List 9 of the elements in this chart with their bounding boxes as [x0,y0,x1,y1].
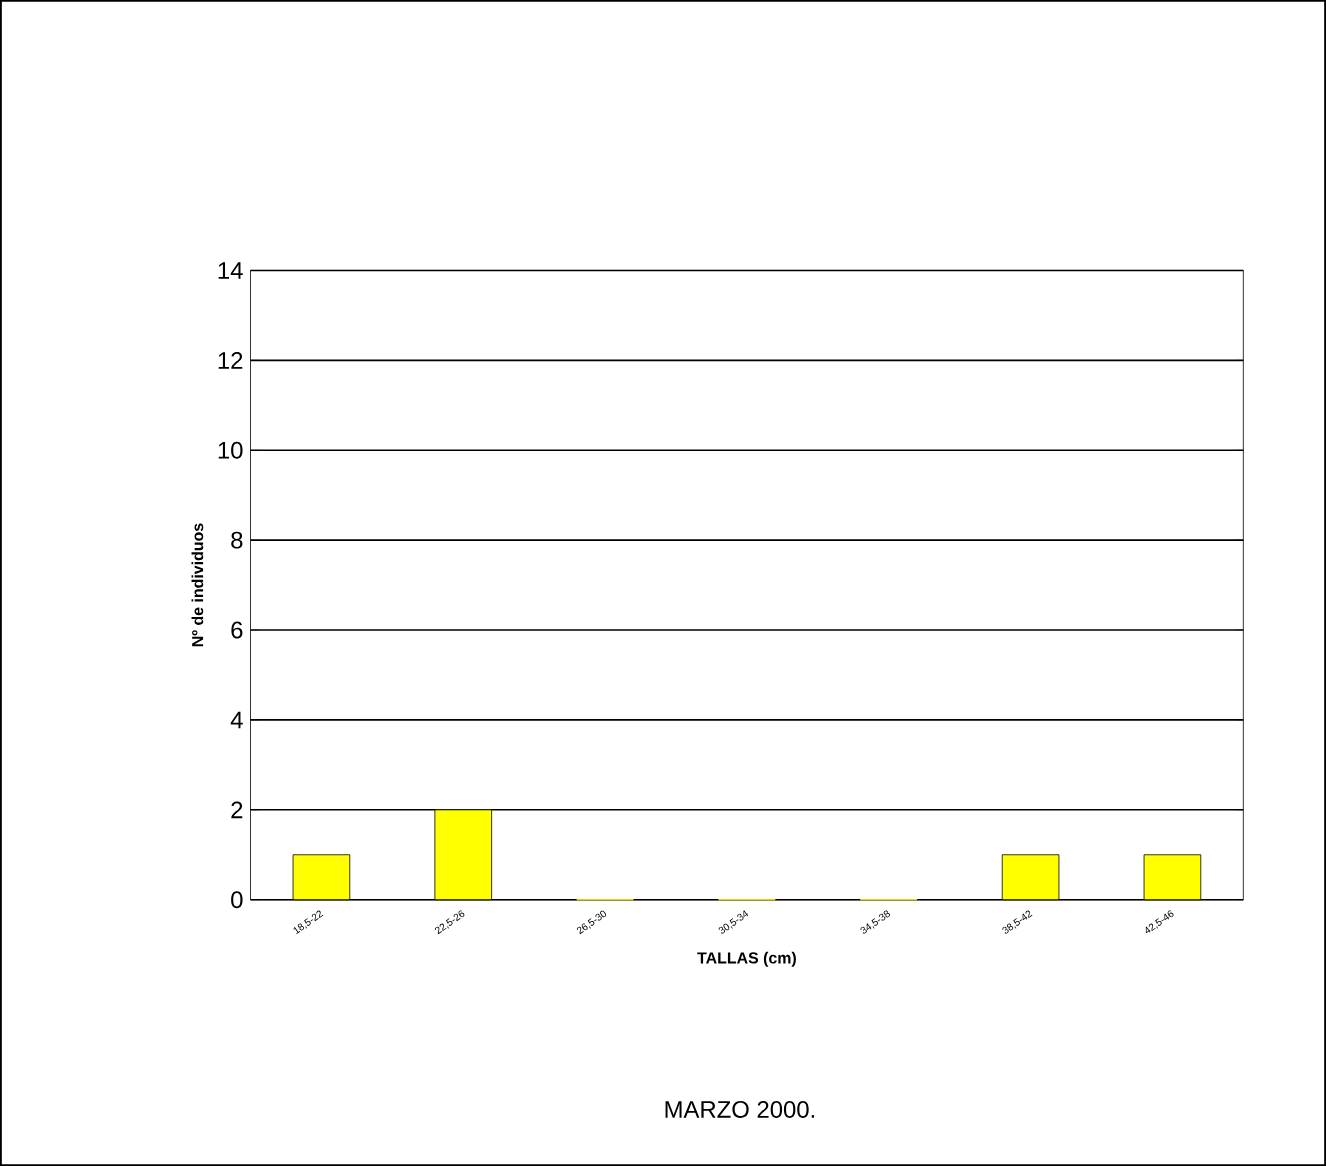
y-tick-label: 6 [231,621,243,639]
y-tick-label: 14 [218,262,243,279]
y-tick-label: 2 [231,801,243,819]
y-tick-label: 12 [218,351,243,369]
y-tick-label: 10 [218,441,243,459]
text: MARZO 2000. [665,1100,815,1118]
y-tick-label: 4 [230,711,243,729]
y-tick-label: 0 [231,891,243,909]
y-tick-label: 8 [231,531,243,549]
